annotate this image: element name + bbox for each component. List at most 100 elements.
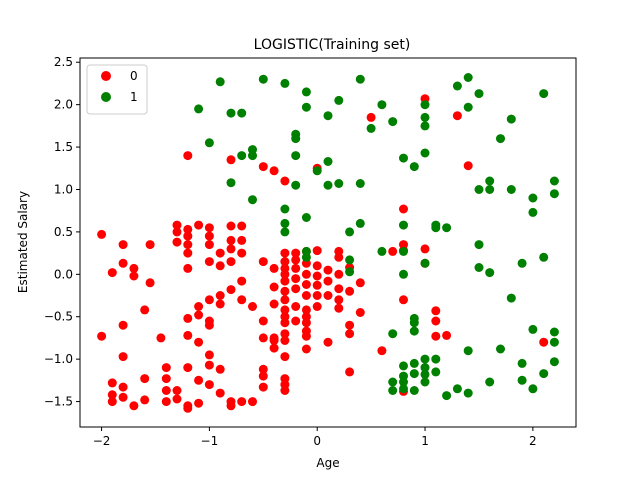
point-series-0-124 (301, 318, 311, 328)
point-series-0-88 (269, 282, 279, 292)
point-series-1-30 (345, 227, 355, 237)
point-series-0-4 (107, 390, 117, 400)
point-series-0-165 (431, 331, 441, 341)
point-series-0-76 (237, 397, 247, 407)
point-series-1-34 (355, 179, 365, 188)
point-series-1-5 (237, 108, 247, 118)
point-series-1-72 (442, 391, 452, 401)
point-series-1-38 (377, 246, 387, 256)
point-series-0-51 (204, 295, 214, 305)
point-series-1-78 (463, 388, 473, 398)
point-series-0-74 (237, 276, 247, 286)
point-series-0-27 (172, 237, 182, 247)
point-series-1-91 (506, 293, 516, 303)
x-tick-label: −1 (201, 434, 219, 448)
point-series-0-135 (323, 265, 333, 275)
point-series-1-103 (549, 189, 559, 199)
point-series-1-81 (474, 240, 484, 250)
point-series-0-163 (431, 306, 441, 316)
point-series-1-70 (431, 367, 441, 377)
y-tick-label: 1.5 (54, 140, 73, 154)
point-series-1-55 (409, 358, 419, 368)
point-series-1-6 (237, 151, 247, 161)
point-series-1-58 (420, 100, 430, 110)
point-series-0-9 (118, 352, 128, 362)
y-tick-label: 0.5 (54, 225, 73, 239)
point-series-0-5 (107, 397, 117, 407)
point-series-1-95 (528, 193, 538, 203)
point-series-0-95 (280, 257, 290, 267)
point-series-0-97 (280, 269, 290, 279)
point-series-1-61 (420, 148, 430, 158)
point-series-1-23 (301, 252, 311, 262)
point-series-0-132 (312, 280, 322, 290)
point-series-0-121 (301, 291, 311, 300)
point-series-0-81 (258, 316, 268, 326)
point-series-0-103 (280, 318, 290, 328)
point-series-1-86 (485, 377, 495, 387)
point-series-0-63 (226, 155, 236, 165)
point-series-1-98 (528, 384, 538, 394)
point-series-0-137 (323, 291, 333, 300)
point-series-0-47 (204, 223, 214, 233)
point-series-0-26 (172, 227, 182, 237)
y-tick-label: 2.5 (54, 55, 73, 69)
point-series-1-76 (463, 102, 473, 112)
point-series-1-45 (399, 246, 408, 256)
point-series-0-92 (269, 343, 279, 353)
y-tick-label: 0.0 (54, 267, 73, 281)
y-tick-label: 2.0 (54, 98, 73, 112)
point-series-1-79 (474, 89, 484, 99)
point-series-0-87 (269, 263, 279, 273)
point-series-0-77 (248, 302, 257, 311)
point-series-0-24 (161, 397, 171, 407)
point-series-1-27 (323, 180, 333, 190)
point-series-0-153 (377, 346, 387, 356)
point-series-1-92 (517, 258, 527, 268)
point-series-0-93 (280, 176, 290, 186)
point-series-0-154 (388, 246, 398, 256)
point-series-0-84 (258, 371, 268, 381)
point-series-0-148 (345, 329, 355, 339)
point-series-0-73 (237, 248, 247, 258)
point-series-0-37 (183, 363, 193, 373)
point-series-1-77 (463, 346, 473, 356)
point-series-0-168 (463, 161, 473, 171)
point-series-1-94 (517, 375, 527, 385)
point-series-0-89 (269, 299, 279, 309)
point-series-0-7 (118, 258, 128, 268)
point-series-1-12 (280, 204, 290, 214)
point-series-1-4 (226, 178, 236, 188)
point-series-1-39 (388, 117, 398, 127)
point-series-0-111 (291, 255, 301, 265)
point-series-0-23 (161, 386, 171, 395)
point-series-0-138 (323, 337, 333, 347)
point-series-1-18 (291, 180, 301, 190)
point-series-0-143 (334, 295, 344, 305)
point-series-1-69 (431, 354, 441, 364)
point-series-0-116 (291, 316, 301, 326)
point-series-0-50 (204, 257, 214, 267)
point-series-1-24 (312, 166, 322, 176)
point-series-0-161 (420, 244, 430, 254)
point-series-0-86 (269, 166, 279, 176)
legend-swatch-1 (101, 92, 111, 102)
point-series-0-94 (280, 248, 290, 258)
point-series-0-21 (161, 363, 171, 373)
point-series-0-35 (183, 313, 193, 323)
point-series-1-66 (420, 377, 430, 387)
point-series-1-57 (409, 386, 419, 395)
point-series-1-75 (463, 73, 473, 82)
x-axis-ticks: −2 −1 0 1 2 (93, 427, 537, 448)
point-series-0-28 (172, 386, 182, 395)
point-series-0-72 (237, 235, 247, 245)
point-series-1-97 (528, 324, 538, 334)
y-tick-label: −1.5 (44, 395, 73, 409)
point-series-0-83 (258, 364, 268, 374)
point-series-0-126 (301, 331, 311, 341)
point-series-1-25 (323, 111, 333, 121)
point-series-0-140 (334, 252, 344, 262)
point-series-0-147 (345, 320, 355, 330)
point-series-1-85 (485, 268, 495, 278)
